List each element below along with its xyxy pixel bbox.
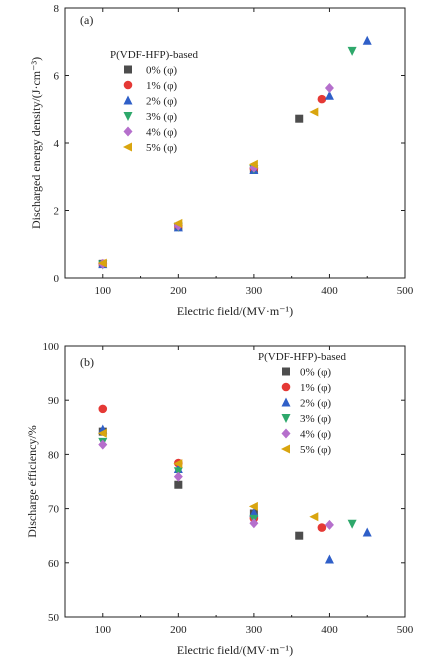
y-tick-label: 60 [48,558,60,570]
data-point [173,218,183,228]
data-point [173,459,183,469]
legend: P(VDF-HFP)-based 0% (φ) 1% (φ) 2% (φ) 3% (φ)… [258,351,347,456]
legend-entry: 2% (φ) [146,96,177,108]
data-point [98,439,108,450]
chart-panel-b: 100 200 300 400 500 50 60 70 80 90 100 Electric fie… [25,341,414,657]
y-tick-label: 2 [54,206,60,218]
legend-marker-square [282,367,290,376]
x-tick-label: 500 [397,624,414,636]
x-tick-label: 500 [397,285,414,297]
plot-frame [64,345,406,618]
data-point [324,82,334,93]
legend-marker-triangle-up [281,397,291,407]
legend-marker-triangle-left [281,444,290,454]
y-tick-label: 8 [54,3,60,15]
data-point [295,531,304,540]
data-point [362,527,372,537]
series-circle [98,404,327,532]
legend-entry: 1% (φ) [300,382,331,394]
data-point [309,107,319,117]
data-point [173,471,183,482]
x-tick-label: 100 [95,285,112,297]
data-point [174,480,183,489]
y-axis-title: Discharged energy density/(J·cm⁻³) [29,57,43,229]
x-tick-label: 100 [95,624,112,636]
series-square [98,427,304,540]
y-tick-label: 6 [54,71,60,83]
y-axis-title: Discharge efficiency/% [25,425,39,538]
panel-label: (b) [80,355,94,369]
series-circle [98,94,327,269]
legend-marker-circle [281,382,291,392]
legend-entry: 3% (φ) [300,413,331,425]
legend-entry: 1% (φ) [146,80,177,92]
y-tick-label: 90 [48,395,60,407]
legend-marker-square [124,65,132,74]
legend-marker-diamond [123,126,133,137]
legend-entry: 3% (φ) [146,111,177,123]
y-tick-label: 0 [54,273,60,285]
legend-entry: 0% (φ) [300,367,331,379]
data-point [347,46,357,56]
legend-title: P(VDF-HFP)-based [258,351,347,363]
legend-title: P(VDF-HFP)-based [110,49,199,61]
legend-entry: 5% (φ) [300,444,331,456]
y-tick-label: 80 [48,449,60,461]
legend-marker-circle [123,80,133,90]
data-point [347,519,357,529]
data-point [248,159,258,169]
data-point [362,35,372,45]
y-tick-label: 70 [48,504,60,516]
chart-panel-a: 100 200 300 400 500 0 2 4 6 8 Electric field/(MV·m… [29,3,414,318]
series-diamond [98,439,334,530]
data-point [98,404,108,414]
data-point [295,114,304,123]
series-triangle-up [98,35,372,269]
series-triangle-left [97,107,319,268]
legend-entry: 4% (φ) [300,429,331,441]
legend-entry: 0% (φ) [146,65,177,77]
x-tick-label: 400 [321,624,338,636]
series-triangle-down [98,46,357,270]
data-point [309,512,319,522]
legend-entry: 5% (φ) [146,142,177,154]
x-tick-label: 300 [246,624,263,636]
series-triangle-left [97,428,319,522]
y-tick-label: 4 [54,138,60,150]
data-point [317,523,327,532]
y-tick-label: 50 [48,612,60,624]
series-square [98,114,304,268]
data-point [324,519,334,530]
y-tick-label: 100 [43,341,60,353]
legend: P(VDF-HFP)-based 0% (φ) 1% (φ) 2% (φ) 3% (φ)… [110,49,199,154]
series-diamond [98,82,334,269]
legend-entry: 4% (φ) [146,127,177,139]
legend-marker-triangle-left [123,142,132,152]
x-tick-label: 200 [170,624,187,636]
data-point [97,258,107,268]
x-tick-label: 200 [170,285,187,297]
legend-marker-triangle-down [281,414,291,423]
panel-label: (a) [80,13,93,27]
data-point [97,428,107,438]
x-tick-label: 300 [246,285,263,297]
legend-entry: 2% (φ) [300,398,331,410]
x-axis-title: Electric field/(MV·m⁻¹) [177,643,293,657]
legend-marker-triangle-down [123,112,133,121]
legend-marker-triangle-up [123,95,133,105]
data-point [249,507,259,517]
data-point [324,554,334,564]
data-point [317,94,327,104]
data-point [324,90,334,100]
x-axis-title: Electric field/(MV·m⁻¹) [177,304,293,318]
legend-marker-diamond [281,428,291,439]
data-point [249,518,259,529]
data-point [248,501,258,511]
x-tick-label: 400 [321,285,338,297]
